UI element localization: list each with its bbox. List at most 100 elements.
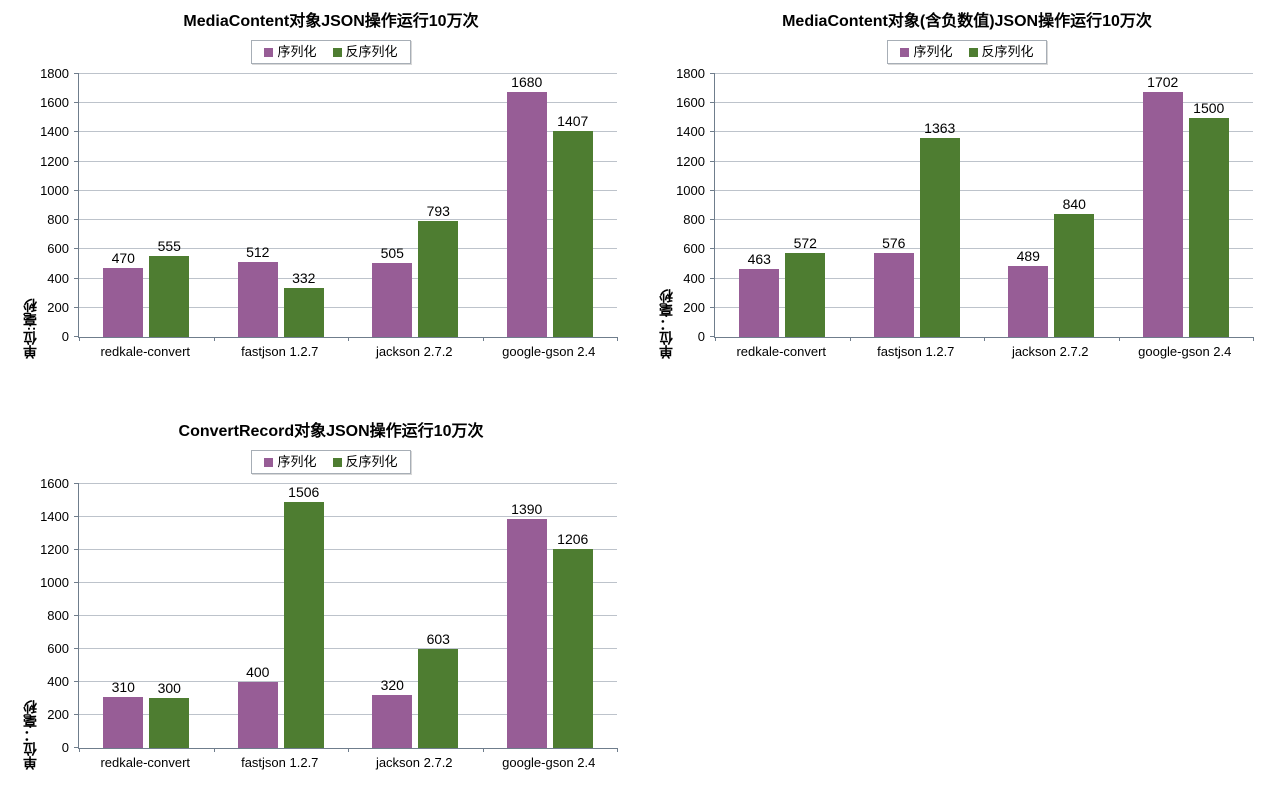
y-tick-mark [74, 336, 79, 337]
legend-item-deserialize: 反序列化 [332, 454, 398, 470]
x-axis-label: jackson 2.7.2 [375, 755, 453, 770]
bar-反序列化-redkale-convert [149, 256, 190, 337]
bar-value-label: 300 [157, 680, 181, 696]
gridline [79, 189, 617, 191]
y-tick-mark [74, 615, 79, 616]
bar-groups: 470 555 512 332 505 793 1680 1407 [79, 74, 617, 337]
gridline [79, 681, 617, 682]
bar-value-label: 1500 [1193, 100, 1225, 116]
bar-unit: 463 [739, 74, 780, 337]
x-tick-mark [849, 337, 851, 341]
gridline [715, 131, 1253, 133]
y-tick-label: 200 [47, 299, 69, 315]
bar-unit: 332 [283, 74, 324, 337]
x-tick-mark [984, 337, 985, 341]
bar-group: 400 1506 [214, 484, 349, 748]
bar-unit: 1702 [1142, 74, 1183, 337]
bar-unit: 300 [149, 484, 190, 748]
chart-body: 单位：毫秒 0 200 400 600 800 1000 1200 1400 1600 310 30… [20, 476, 642, 770]
legend-item-serialize: 序列化 [264, 454, 317, 470]
x-tick-mark [213, 748, 215, 752]
plot-area: 0 200 400 600 800 1000 1200 1400 1600 310 300 400 15… [40, 476, 618, 755]
y-tick-label: 400 [683, 270, 705, 286]
bar-value-label: 1363 [924, 120, 956, 136]
bar-value-label: 1407 [557, 113, 589, 129]
bar-value-label: 1680 [511, 74, 543, 90]
bar-value-label: 576 [882, 235, 906, 251]
gridline [715, 306, 1253, 308]
x-axis-label: fastjson 1.2.7 [241, 344, 319, 359]
bar-value-label: 603 [426, 631, 450, 647]
x-axis-label: fastjson 1.2.7 [877, 344, 955, 359]
y-tick-mark [710, 102, 715, 104]
gridline [79, 160, 617, 162]
bar-value-label: 512 [246, 244, 270, 260]
y-tick-mark [74, 189, 79, 191]
chart-title: MediaContent对象(含负数值)JSON操作运行10万次 [782, 13, 1152, 30]
y-tick-label: 1000 [40, 575, 69, 590]
bar-unit: 310 [103, 484, 144, 748]
series1-swatch-icon [264, 457, 274, 467]
chart-title: ConvertRecord对象JSON操作运行10万次 [178, 423, 484, 440]
y-tick-mark [710, 248, 715, 250]
x-axis-label: redkale-convert [736, 344, 827, 359]
x-axis-label: jackson 2.7.2 [375, 344, 453, 359]
bar-group: 463 572 [715, 74, 850, 337]
y-tick-mark [710, 336, 715, 337]
bar-unit: 400 [237, 484, 278, 748]
chart-title: MediaContent对象JSON操作运行10万次 [183, 13, 479, 30]
y-tick-label: 600 [683, 241, 705, 257]
y-tick-mark [74, 516, 79, 517]
series1-swatch-icon [900, 47, 910, 57]
bar-unit: 555 [149, 74, 190, 337]
bar-value-label: 320 [380, 677, 404, 693]
x-tick-mark [617, 337, 618, 341]
x-tick-mark [617, 748, 618, 752]
bar-value-label: 1506 [288, 484, 320, 500]
x-tick-mark [213, 337, 215, 341]
bar-value-label: 840 [1062, 196, 1086, 212]
gridline [79, 549, 617, 550]
bar-反序列化-jackson 2.7.2 [418, 649, 459, 748]
plot-area: 0 200 400 600 800 1000 1200 1400 1600 1800 470 555 5… [40, 66, 618, 344]
bar-序列化-fastjson 1.2.7 [237, 262, 278, 337]
gridline [79, 102, 617, 104]
y-tick-mark [710, 277, 715, 279]
gridline [715, 73, 1253, 74]
y-axis-title: 单位：毫秒 [22, 700, 38, 770]
gridline [715, 248, 1253, 250]
y-tick-label: 800 [683, 212, 705, 228]
x-axis-label: redkale-convert [100, 755, 191, 770]
bar-unit: 576 [873, 74, 914, 337]
legend: 序列化 反序列化 [251, 40, 411, 64]
y-tick-label: 200 [683, 299, 705, 315]
bar-groups: 310 300 400 1506 320 603 1390 1206 [79, 484, 617, 748]
legend-item-deserialize: 反序列化 [332, 44, 398, 60]
bar-value-label: 463 [747, 251, 771, 267]
legend-label: 序列化 [277, 454, 317, 469]
y-tick-label: 200 [47, 707, 69, 722]
y-tick-mark [74, 277, 79, 279]
x-tick-mark [715, 337, 716, 341]
y-tick-label: 1800 [40, 66, 69, 81]
y-tick-mark [710, 131, 715, 133]
gridline [79, 277, 617, 279]
gridline [79, 306, 617, 308]
legend-label: 反序列化 [981, 44, 1034, 59]
bar-value-label: 572 [793, 235, 817, 251]
gridline [79, 248, 617, 250]
y-tick-mark [74, 681, 79, 682]
y-tick-mark [74, 73, 79, 74]
chart-convertrecord: ConvertRecord对象JSON操作运行10万次 序列化 反序列化 单位：… [20, 414, 642, 806]
legend: 序列化 反序列化 [887, 40, 1047, 64]
y-tick-mark [710, 189, 715, 191]
x-tick-mark [79, 337, 80, 341]
x-axis-label: google-gson 2.4 [502, 755, 596, 770]
bar-group: 320 603 [348, 484, 483, 748]
bar-unit: 793 [418, 74, 459, 337]
bar-group: 310 300 [79, 484, 214, 748]
bar-unit: 470 [103, 74, 144, 337]
gridline [79, 648, 617, 649]
y-tick-label: 1200 [676, 153, 705, 169]
bar-value-label: 793 [426, 203, 450, 219]
